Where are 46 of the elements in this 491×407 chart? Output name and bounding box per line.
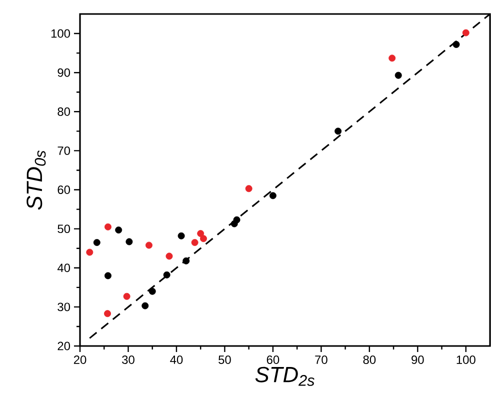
x-tick-label: 90 [412,356,424,364]
y-tick-label: 70 [58,146,70,155]
point [148,288,156,295]
point [191,239,198,246]
point [200,235,207,242]
y-tick-label: 20 [58,342,70,350]
point [145,242,152,249]
point [142,302,149,310]
point [86,248,94,256]
point [388,54,396,62]
point [115,226,122,234]
point [452,40,460,48]
point [93,239,100,246]
point [104,310,111,318]
y-tick-label: 40 [57,264,70,272]
x-tick-label: 70 [315,356,328,364]
point [197,230,204,237]
y-tick-label: 60 [58,186,70,194]
x-tick-label: 30 [122,356,134,364]
y-tick-label: 100 [51,29,70,38]
point [123,292,130,300]
point [462,29,470,36]
point [178,232,185,240]
point [182,257,190,264]
x-tick-label: 100 [456,356,476,364]
y-tick-label: 90 [58,68,70,77]
x-tick-label: 50 [218,356,231,364]
y-axis-title: STD$_{0s}$ [26,150,46,210]
x-tick-label: 20 [74,356,86,364]
point [394,72,402,79]
point [245,185,252,192]
point [104,223,112,230]
x-tick-label: 60 [266,356,280,364]
point [166,252,173,260]
y-tick-label: 30 [58,302,70,312]
y-tick-label: 80 [58,107,70,116]
y-tick-label: 50 [58,224,70,234]
point [126,238,133,246]
x-axis-title: STD$_{2s}$ [255,366,314,386]
point [269,192,276,200]
point [334,128,342,135]
x-tick-label: 40 [170,356,183,364]
point [104,272,112,280]
point [233,216,240,224]
x-tick-label: 80 [363,356,376,364]
point [163,271,170,278]
